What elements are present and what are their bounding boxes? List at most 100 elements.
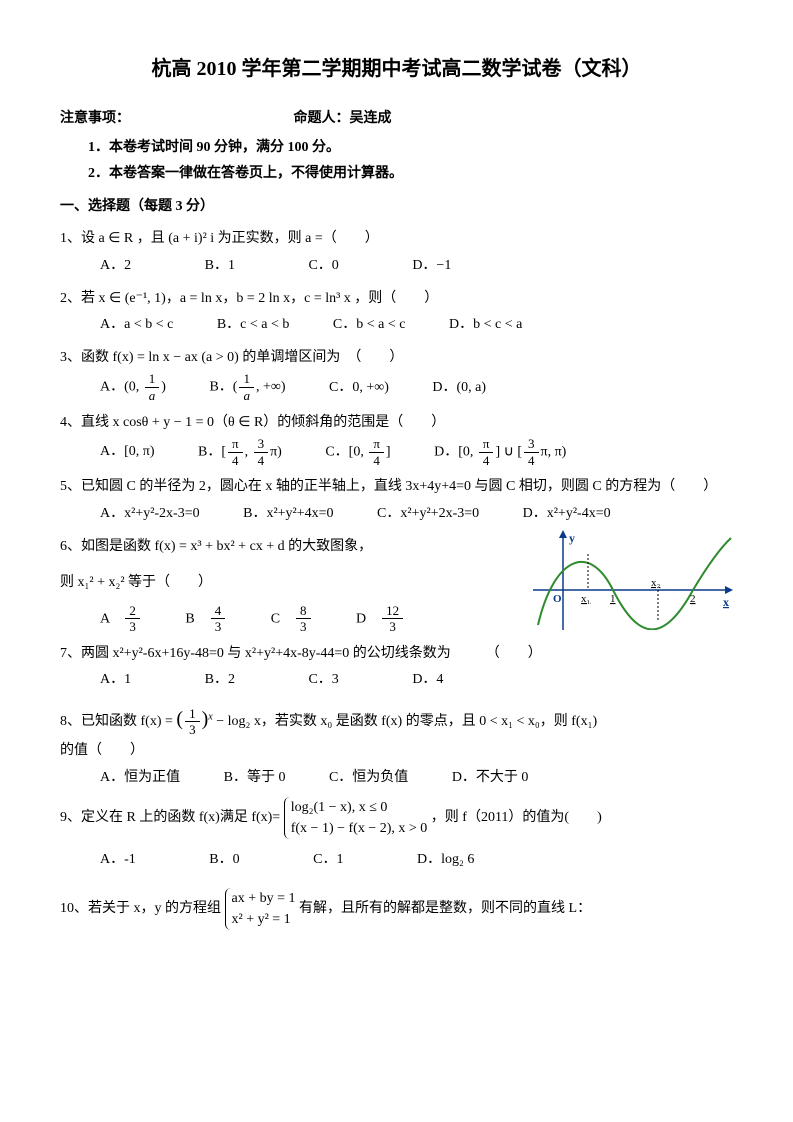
txt: 10、若关于 x，y 的方程组 bbox=[60, 901, 225, 916]
q6-opt-b: B 43 bbox=[185, 603, 227, 635]
txt: B bbox=[185, 611, 208, 626]
frac: π4 bbox=[479, 436, 494, 468]
question-2: 2、若 x ∈ (e⁻¹, 1)，a = ln x，b = 2 ln x，c =… bbox=[60, 286, 733, 339]
q4-opt-d: D．[0, π4] ∪ [34π, π) bbox=[434, 436, 566, 468]
frac-d: 3 bbox=[211, 619, 226, 635]
piecewise-row-1: log₂(1 − x), x ≤ 0 bbox=[291, 797, 428, 818]
q8-stem: 8、已知函数 f(x) = (13)x − log₂ x，若实数 x₀ 是函数 … bbox=[60, 700, 733, 738]
tick-2: 2 bbox=[690, 593, 696, 605]
frac-n: 12 bbox=[382, 603, 403, 620]
frac-d: 4 bbox=[369, 453, 384, 469]
frac-d: 4 bbox=[479, 453, 494, 469]
meta-row: 注意事项： 命题人：吴连成 bbox=[60, 106, 733, 133]
frac-d: 3 bbox=[125, 619, 140, 635]
q3-stem: 3、函数 f(x) = ln x − ax (a > 0) 的单调增区间为 （ … bbox=[60, 345, 733, 372]
frac-n: 3 bbox=[254, 436, 269, 453]
piecewise-row-2: f(x − 1) − f(x − 2), x > 0 bbox=[291, 818, 428, 839]
frac-d: 3 bbox=[382, 619, 403, 635]
q3-b-pre: B．( bbox=[209, 380, 237, 395]
q8-opt-b: B．等于 0 bbox=[224, 765, 286, 792]
frac-n: 1 bbox=[145, 371, 160, 388]
frac-n: π bbox=[369, 436, 384, 453]
instruction-1: 1．本卷考试时间 90 分钟，满分 100 分。 bbox=[88, 135, 733, 162]
q9-opt-d: D．log₂ 6 bbox=[417, 847, 474, 874]
txt: C．[0, bbox=[325, 444, 367, 459]
txt: ，则 f（2011）的值为( ) bbox=[431, 810, 602, 825]
frac-d: 3 bbox=[185, 722, 200, 738]
question-10: 10、若关于 x，y 的方程组 ax + by = 1 x² + y² = 1 … bbox=[60, 888, 733, 930]
q7-opt-b: B．2 bbox=[205, 667, 235, 694]
cubic-graph-svg: y x O x₁ 1 x₂ 2 bbox=[533, 530, 733, 630]
q8-opt-d: D．不大于 0 bbox=[452, 765, 529, 792]
instruction-2: 2．本卷答案一律做在答卷页上，不得使用计算器。 bbox=[88, 161, 733, 188]
q4-stem: 4、直线 x cosθ + y − 1 = 0（θ ∈ R）的倾斜角的范围是（ … bbox=[60, 410, 733, 437]
author-label: 命题人：吴连成 bbox=[294, 106, 392, 133]
q6-opt-d: D 123 bbox=[356, 603, 405, 635]
q3-opt-b: B．(1a, +∞) bbox=[209, 371, 285, 403]
q7-opt-c: C．3 bbox=[308, 667, 338, 694]
exam-title: 杭高 2010 学年第二学期期中考试高二数学试卷（文科） bbox=[60, 50, 733, 88]
cubic-curve bbox=[538, 538, 731, 629]
frac-n: 1 bbox=[185, 706, 200, 723]
txt: ] ∪ [ bbox=[495, 444, 522, 459]
frac: 34 bbox=[254, 436, 269, 468]
txt: π, π) bbox=[541, 444, 567, 459]
x-axis-label: x bbox=[723, 595, 729, 609]
q9-opt-c: C．1 bbox=[313, 847, 343, 874]
q5-opt-a: A．x²+y²-2x-3=0 bbox=[100, 501, 200, 528]
question-7: 7、两圆 x²+y²-6x+16y-48=0 与 x²+y²+4x-8y-44=… bbox=[60, 641, 733, 694]
q5-opt-c: C．x²+y²+2x-3=0 bbox=[377, 501, 479, 528]
frac-n: 3 bbox=[524, 436, 539, 453]
txt: − log₂ x，若实数 x₀ 是函数 f(x) 的零点，且 0 < x₁ < … bbox=[213, 714, 597, 729]
frac: π4 bbox=[228, 436, 243, 468]
frac-d: a bbox=[239, 388, 254, 404]
q2-opt-c: C．b < a < c bbox=[333, 312, 406, 339]
x-arrow-icon bbox=[725, 586, 733, 594]
q3-b-post: , +∞) bbox=[256, 380, 286, 395]
q3-b-frac: 1a bbox=[239, 371, 254, 403]
question-1: 1、设 a ∈ R ，且 (a + i)² i 为正实数，则 a =（ ） A．… bbox=[60, 226, 733, 279]
txt: π) bbox=[270, 444, 282, 459]
lparen: ( bbox=[176, 708, 183, 730]
q8-stem2: 的值（ ） bbox=[60, 738, 733, 765]
origin-label: O bbox=[553, 593, 562, 605]
q8-opt-a: A．恒为正值 bbox=[100, 765, 180, 792]
x2-label: x₂ bbox=[651, 577, 661, 589]
q1-opt-d: D．−1 bbox=[412, 253, 451, 280]
txt: D bbox=[356, 611, 380, 626]
notice-label: 注意事项： bbox=[60, 106, 130, 133]
frac: 34 bbox=[524, 436, 539, 468]
q1-opt-b: B．1 bbox=[205, 253, 235, 280]
question-4: 4、直线 x cosθ + y − 1 = 0（θ ∈ R）的倾斜角的范围是（ … bbox=[60, 410, 733, 469]
frac-n: 4 bbox=[211, 603, 226, 620]
q9-stem: 9、定义在 R 上的函数 f(x)满足 f(x)= log₂(1 − x), x… bbox=[60, 797, 733, 839]
q3-a-post: ) bbox=[161, 380, 166, 395]
y-arrow-icon bbox=[559, 530, 567, 538]
q3-a-frac: 1a bbox=[145, 371, 160, 403]
frac: 23 bbox=[125, 603, 140, 635]
q7-stem: 7、两圆 x²+y²-6x+16y-48=0 与 x²+y²+4x-8y-44=… bbox=[60, 641, 733, 668]
q6-opt-a: A 23 bbox=[100, 603, 142, 635]
q2-opt-d: D．b < c < a bbox=[449, 312, 522, 339]
txt: C bbox=[271, 611, 294, 626]
frac: 13 bbox=[185, 706, 200, 738]
q4-opt-c: C．[0, π4] bbox=[325, 436, 390, 468]
q3-a-pre: A．(0, bbox=[100, 380, 143, 395]
txt: , bbox=[245, 444, 252, 459]
q9-opt-b: B．0 bbox=[209, 847, 239, 874]
txt: B．[ bbox=[198, 444, 226, 459]
frac-d: 4 bbox=[254, 453, 269, 469]
frac-n: 2 bbox=[125, 603, 140, 620]
frac-d: 3 bbox=[296, 619, 311, 635]
q5-stem: 5、已知圆 C 的半径为 2，圆心在 x 轴的正半轴上，直线 3x+4y+4=0… bbox=[60, 474, 733, 501]
frac: 123 bbox=[382, 603, 403, 635]
q3-opt-c: C．0, +∞) bbox=[329, 375, 389, 402]
q4-opt-b: B．[π4, 34π) bbox=[198, 436, 282, 468]
txt: 有解，且所有的解都是整数，则不同的直线 L： bbox=[299, 901, 591, 916]
q3-opt-a: A．(0, 1a) bbox=[100, 371, 166, 403]
piecewise-brace: log₂(1 − x), x ≤ 0 f(x − 1) − f(x − 2), … bbox=[284, 797, 428, 839]
frac: 43 bbox=[211, 603, 226, 635]
frac-n: 1 bbox=[239, 371, 254, 388]
q5-opt-b: B．x²+y²+4x=0 bbox=[243, 501, 333, 528]
x1-label: x₁ bbox=[581, 593, 591, 605]
